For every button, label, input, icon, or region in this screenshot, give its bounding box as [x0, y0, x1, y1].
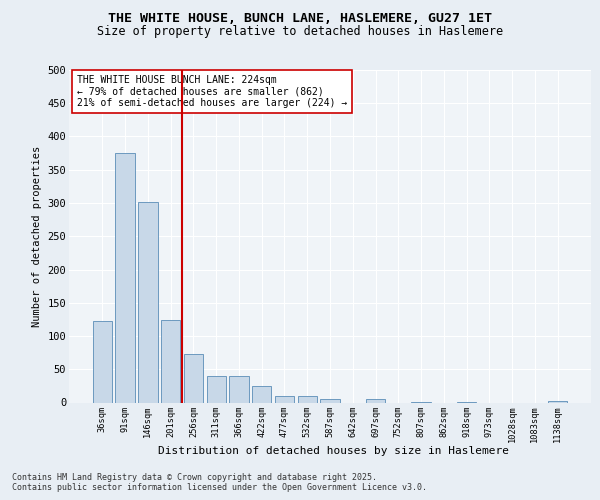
Bar [206, 376, 226, 402]
Text: Distribution of detached houses by size in Haslemere: Distribution of detached houses by size … [158, 446, 509, 456]
Bar [115, 153, 135, 402]
Text: Contains HM Land Registry data © Crown copyright and database right 2025.: Contains HM Land Registry data © Crown c… [12, 472, 377, 482]
Bar [298, 396, 317, 402]
Bar [320, 399, 340, 402]
Y-axis label: Number of detached properties: Number of detached properties [32, 146, 42, 327]
Text: THE WHITE HOUSE BUNCH LANE: 224sqm
← 79% of detached houses are smaller (862)
21: THE WHITE HOUSE BUNCH LANE: 224sqm ← 79%… [77, 75, 347, 108]
Bar [366, 398, 385, 402]
Bar [184, 354, 203, 403]
Bar [548, 401, 567, 402]
Text: THE WHITE HOUSE, BUNCH LANE, HASLEMERE, GU27 1ET: THE WHITE HOUSE, BUNCH LANE, HASLEMERE, … [108, 12, 492, 26]
Bar [252, 386, 271, 402]
Bar [161, 320, 181, 402]
Bar [138, 202, 158, 402]
Bar [93, 322, 112, 402]
Bar [229, 376, 248, 402]
Text: Size of property relative to detached houses in Haslemere: Size of property relative to detached ho… [97, 25, 503, 38]
Bar [275, 396, 294, 402]
Text: Contains public sector information licensed under the Open Government Licence v3: Contains public sector information licen… [12, 484, 427, 492]
